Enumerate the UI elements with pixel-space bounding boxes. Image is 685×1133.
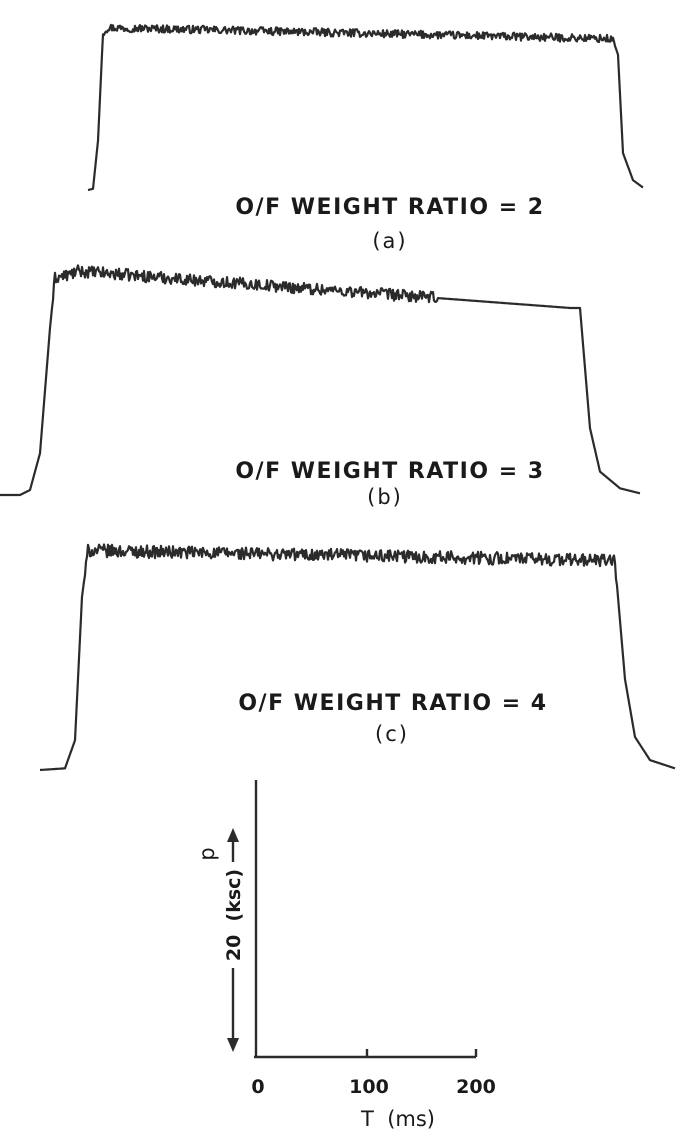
panel-b-annotation: O/F WEIGHT RATIO = 3 (235, 459, 544, 484)
scale-y-axis-label: p (195, 847, 219, 860)
panel-c: O/F WEIGHT RATIO = 4 (c) (39, 543, 676, 772)
panel-c-annotation: O/F WEIGHT RATIO = 4 (238, 691, 547, 716)
scale-arrow-head-top (227, 828, 239, 842)
panel-a-label: (a) (372, 229, 407, 253)
pressure-trace-b (0, 264, 641, 497)
scale-x-axis-label: T (ms) (360, 1107, 435, 1131)
panel-b-label: (b) (367, 485, 403, 509)
scale-x-tick-100: 100 (349, 1076, 389, 1098)
scale-x-tick-200: 200 (456, 1076, 496, 1098)
panel-c-label: (c) (375, 722, 409, 746)
panel-b: O/F WEIGHT RATIO = 3 (b) (0, 264, 641, 509)
panel-a: O/F WEIGHT RATIO = 2 (a) (87, 23, 644, 253)
pressure-trace-c (39, 543, 676, 772)
scale-x-tick-0: 0 (251, 1076, 264, 1098)
panel-c-trace (39, 543, 676, 772)
scale-axes: 0 100 200 T (ms) 20 (ksc) p (195, 780, 496, 1131)
panel-a-annotation: O/F WEIGHT RATIO = 2 (235, 195, 544, 220)
pressure-trace-a (87, 23, 644, 192)
scale-y-scale-label: 20 (ksc) (223, 869, 245, 961)
scale-arrow-head-bottom (227, 1038, 239, 1052)
panel-a-trace (87, 23, 644, 192)
panel-b-trace (0, 264, 641, 497)
